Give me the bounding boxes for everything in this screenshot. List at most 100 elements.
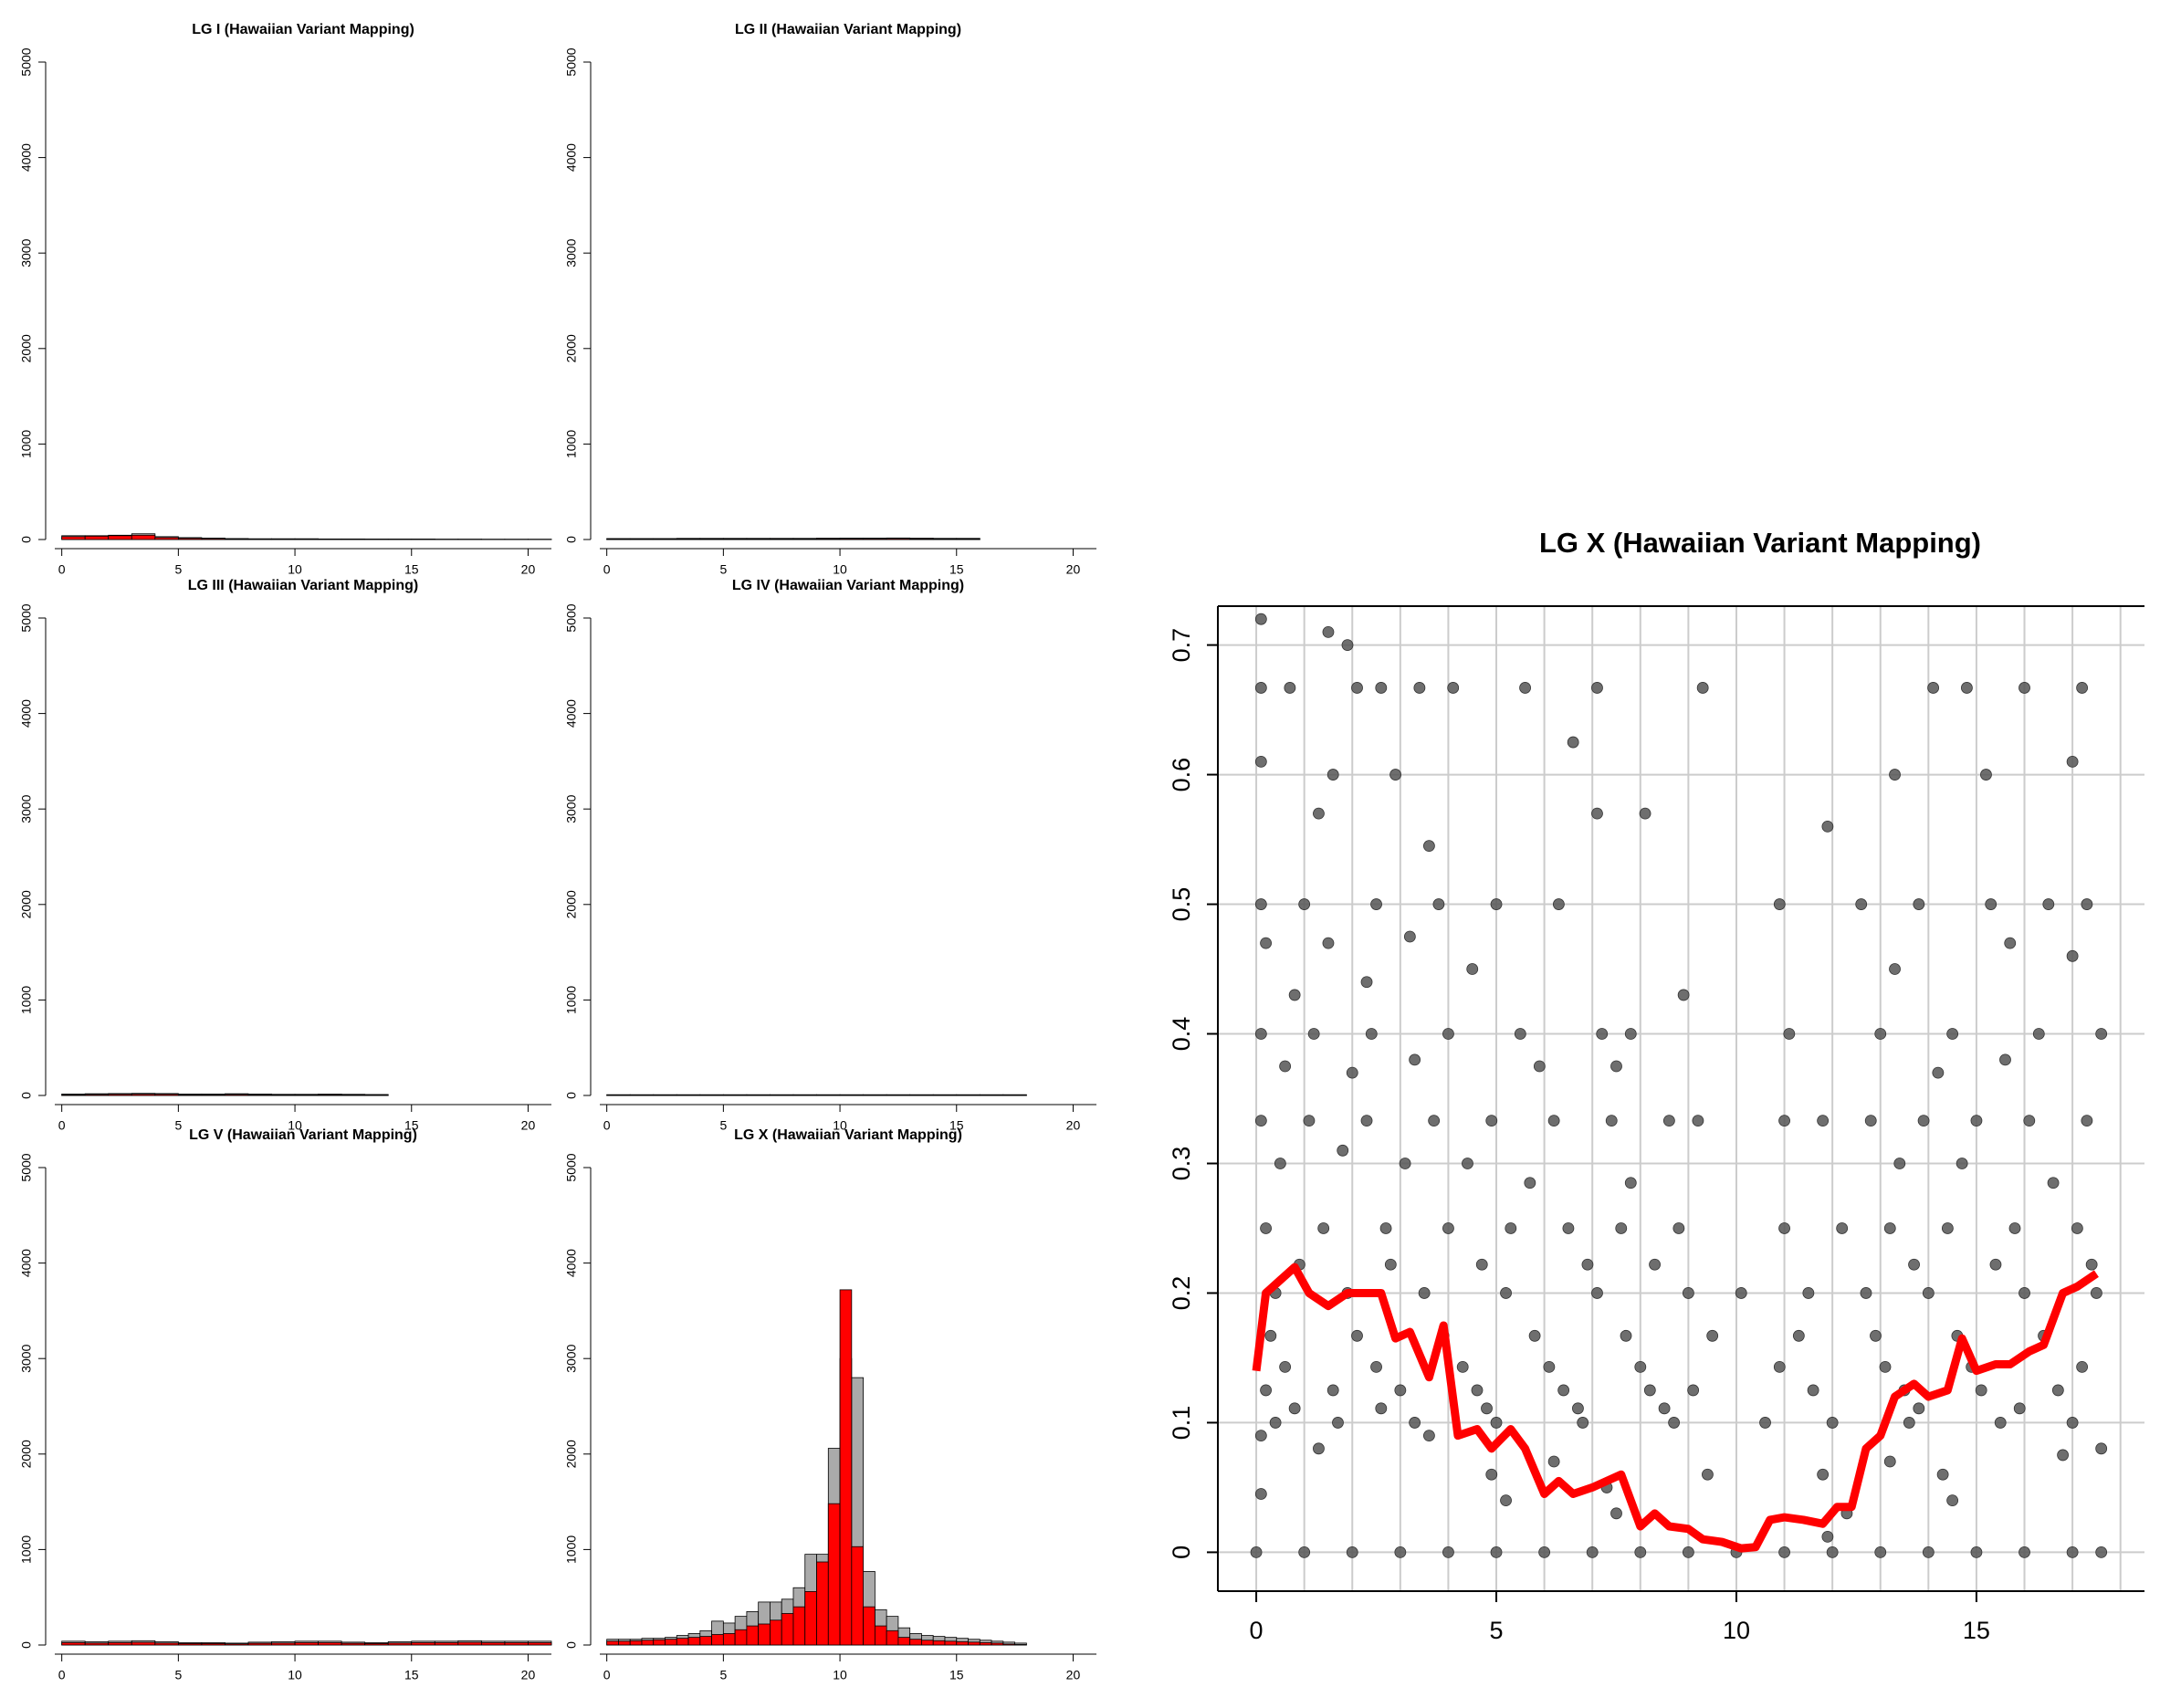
histogram-bar <box>480 1641 506 1646</box>
scatter-point <box>1696 682 1709 694</box>
histogram-bar <box>722 538 748 540</box>
scatter-point <box>1428 1115 1441 1127</box>
histogram-bar <box>225 1643 249 1646</box>
x-tick-label: 0 <box>1250 1617 1263 1644</box>
scatter-point <box>1927 682 1940 694</box>
scatter-point <box>1303 1115 1316 1127</box>
scatter-point <box>1422 840 1435 853</box>
y-tick-label: 0 <box>564 1641 579 1649</box>
scatter-point <box>1639 807 1651 820</box>
y-tick-label: 0 <box>19 1092 34 1099</box>
histogram-bar <box>225 538 249 540</box>
scatter-point <box>1591 807 1603 820</box>
histogram-bar <box>618 1640 631 1646</box>
scatter-point <box>1326 769 1339 781</box>
x-tick-label: 15 <box>1963 1617 1990 1644</box>
scatter-point <box>1946 1494 1959 1507</box>
histogram-bar <box>457 1641 482 1646</box>
scatter-point <box>1409 1417 1421 1429</box>
scatter-point <box>1260 937 1272 949</box>
scatter-point <box>2095 1442 2108 1455</box>
scatter-point <box>1692 1115 1704 1127</box>
scatter-point <box>1394 1546 1407 1558</box>
y-tick-label: 0.5 <box>1168 887 1195 922</box>
x-tick-label: 10 <box>288 1118 302 1133</box>
chart-title: LG II (Hawaiian Variant Mapping) <box>735 22 961 37</box>
scatter-point <box>2013 1402 2026 1415</box>
scatter-point <box>1384 1258 1397 1271</box>
x-tick-label: 5 <box>1490 1617 1504 1644</box>
scatter-point <box>1370 898 1382 910</box>
scatter-point <box>1975 1384 1987 1397</box>
scatter-point <box>1874 1028 1887 1040</box>
scatter-point <box>1298 1546 1311 1558</box>
scatter-point <box>1999 1053 2011 1066</box>
x-tick-label: 0 <box>603 1668 611 1682</box>
chart-title: LG I (Hawaiian Variant Mapping) <box>192 22 414 37</box>
scatter-point <box>1903 1417 1915 1429</box>
scatter-point <box>2018 1287 2030 1299</box>
scatter-point <box>1624 1177 1637 1189</box>
scatter-point <box>1250 1546 1263 1558</box>
histogram-bar <box>294 1641 320 1646</box>
x-tick-label: 20 <box>521 562 536 577</box>
y-tick-label: 2000 <box>19 1440 34 1468</box>
histogram-bar <box>874 1625 887 1646</box>
histogram-bar <box>909 538 934 540</box>
y-tick-label: 3000 <box>564 238 579 267</box>
scatter-point <box>1936 1468 1949 1481</box>
histogram-bar <box>863 1606 876 1646</box>
scatter-point <box>1379 1222 1392 1234</box>
y-tick-label: 5000 <box>19 47 34 76</box>
scatter-point <box>1274 1158 1286 1169</box>
scatter-point <box>1485 1115 1498 1127</box>
y-tick-label: 5000 <box>564 603 579 632</box>
x-tick-label: 20 <box>521 1668 536 1682</box>
scatter-point <box>1279 1360 1292 1373</box>
histogram-bar <box>108 1641 132 1646</box>
histogram-bar <box>851 1546 865 1646</box>
scatter-point <box>1260 1384 1272 1397</box>
y-tick-label: 0 <box>19 1641 34 1649</box>
scatter-point <box>2018 1546 2030 1558</box>
scatter-point <box>1783 1028 1796 1040</box>
scatter-point <box>2091 1287 2102 1299</box>
scatter-point <box>2032 1028 2045 1040</box>
scatter-point <box>1557 1384 1570 1397</box>
scatter-point <box>1634 1360 1647 1373</box>
scatter-point <box>1337 1144 1349 1157</box>
y-tick-label: 0.2 <box>1168 1276 1195 1311</box>
scatter-point <box>1956 1158 1968 1169</box>
histogram-bar <box>653 538 677 540</box>
scatter-point <box>1581 1258 1594 1271</box>
x-tick-label: 10 <box>833 1118 847 1133</box>
y-tick-label: 5000 <box>19 603 34 632</box>
scatter-point <box>1360 1115 1373 1127</box>
scatter-point <box>2095 1028 2108 1040</box>
scatter-point <box>1284 682 1296 694</box>
scatter-point <box>1922 1546 1935 1558</box>
scatter-point <box>1802 1287 1815 1299</box>
histogram-bar <box>722 1633 736 1646</box>
scatter-point <box>2066 1417 2079 1429</box>
y-tick-label: 4000 <box>19 1249 34 1277</box>
histogram-bar <box>131 534 156 540</box>
histogram-bar <box>318 1641 342 1646</box>
scatter-point <box>1567 736 1579 749</box>
trend-line <box>1252 1263 2099 1553</box>
scatter-point <box>1759 1417 1771 1429</box>
scatter-point <box>1432 898 1445 910</box>
y-tick-label: 5000 <box>19 1153 34 1181</box>
x-tick-label: 20 <box>1066 562 1081 577</box>
histogram-bar <box>434 1641 459 1646</box>
scatter-point <box>1279 1060 1292 1073</box>
scatter-point <box>1505 1222 1517 1234</box>
scatter-point <box>1543 1360 1556 1373</box>
scatter-point <box>1807 1384 1819 1397</box>
histogram-bar <box>956 538 980 540</box>
histogram-bar <box>201 1643 225 1646</box>
scatter-point <box>1547 1455 1560 1468</box>
y-tick-label: 0.7 <box>1168 628 1195 663</box>
